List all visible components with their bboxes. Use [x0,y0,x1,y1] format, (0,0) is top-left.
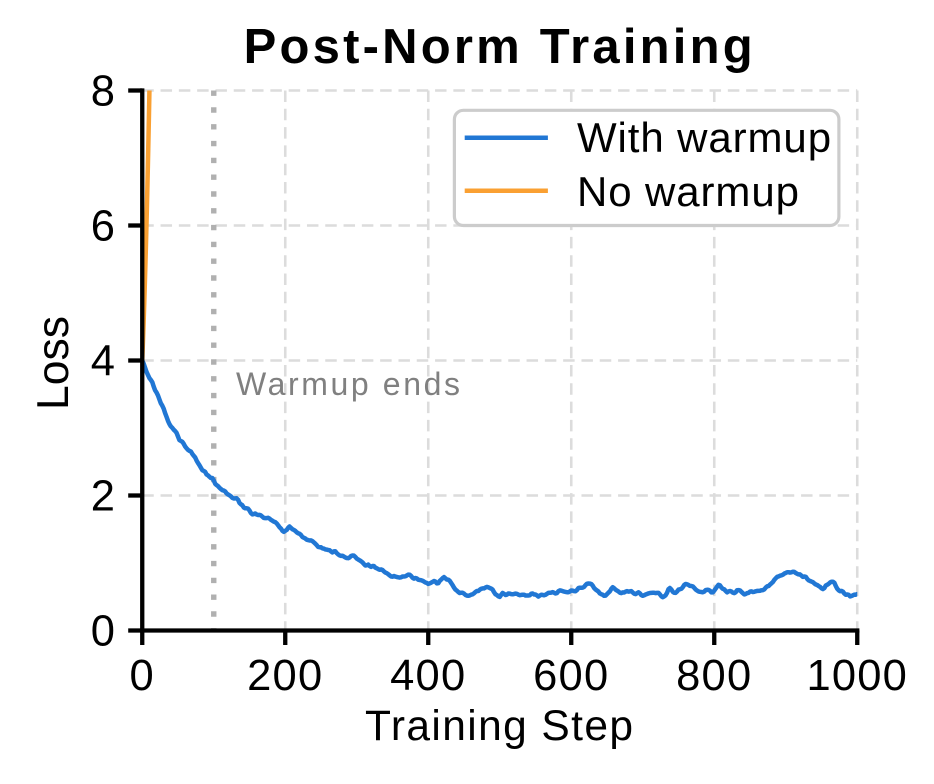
svg-text:400: 400 [390,652,466,700]
svg-text:0: 0 [91,607,115,655]
svg-text:Loss: Loss [29,316,78,410]
svg-text:1000: 1000 [806,652,908,700]
svg-text:With warmup: With warmup [577,114,832,161]
svg-text:No warmup: No warmup [577,168,800,215]
svg-text:800: 800 [676,652,752,700]
svg-text:2: 2 [91,472,115,520]
svg-text:200: 200 [247,652,323,700]
svg-text:8: 8 [91,67,115,115]
svg-text:0: 0 [130,652,155,700]
svg-text:6: 6 [91,202,115,250]
svg-text:Training Step: Training Step [365,703,634,750]
svg-text:600: 600 [533,652,609,700]
svg-text:4: 4 [91,337,115,385]
svg-text:Warmup ends: Warmup ends [236,366,463,402]
svg-text:Post-Norm Training: Post-Norm Training [244,20,756,74]
